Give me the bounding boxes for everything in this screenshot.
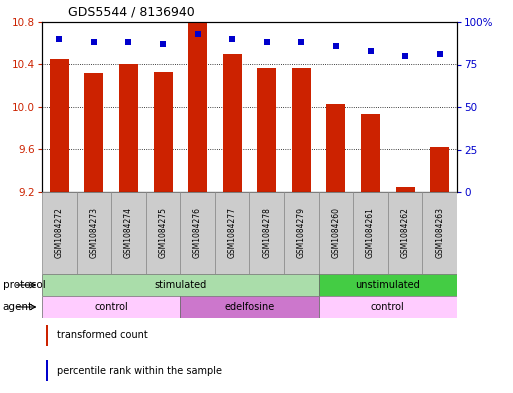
Bar bbox=[388, 192, 422, 274]
Bar bbox=[396, 187, 415, 192]
Point bbox=[332, 43, 340, 49]
Bar bbox=[326, 104, 345, 192]
Bar bbox=[422, 192, 457, 274]
Bar bbox=[111, 192, 146, 274]
Bar bbox=[319, 274, 457, 296]
Bar bbox=[42, 296, 181, 318]
Text: control: control bbox=[94, 302, 128, 312]
Text: GSM1084275: GSM1084275 bbox=[159, 208, 168, 259]
Text: GSM1084260: GSM1084260 bbox=[331, 208, 341, 259]
Text: GSM1084278: GSM1084278 bbox=[262, 208, 271, 259]
Text: percentile rank within the sample: percentile rank within the sample bbox=[57, 365, 222, 375]
Text: protocol: protocol bbox=[3, 280, 45, 290]
Bar bbox=[46, 325, 48, 346]
Text: GSM1084276: GSM1084276 bbox=[193, 208, 202, 259]
Bar bbox=[42, 192, 76, 274]
Bar bbox=[319, 296, 457, 318]
Point bbox=[90, 39, 98, 46]
Bar bbox=[119, 64, 138, 192]
Text: stimulated: stimulated bbox=[154, 280, 206, 290]
Bar bbox=[181, 296, 319, 318]
Text: agent: agent bbox=[3, 302, 33, 312]
Bar bbox=[188, 22, 207, 192]
Bar bbox=[319, 192, 353, 274]
Bar bbox=[46, 360, 48, 381]
Point bbox=[366, 48, 374, 54]
Text: GSM1084263: GSM1084263 bbox=[435, 208, 444, 259]
Bar bbox=[84, 73, 104, 192]
Bar bbox=[181, 192, 215, 274]
Text: GSM1084273: GSM1084273 bbox=[89, 208, 98, 259]
Text: unstimulated: unstimulated bbox=[356, 280, 420, 290]
Point bbox=[401, 53, 409, 59]
Text: GSM1084261: GSM1084261 bbox=[366, 208, 375, 259]
Point bbox=[193, 31, 202, 37]
Point bbox=[297, 39, 305, 46]
Bar bbox=[76, 192, 111, 274]
Bar bbox=[361, 114, 380, 192]
Text: GSM1084279: GSM1084279 bbox=[297, 208, 306, 259]
Bar bbox=[42, 274, 319, 296]
Point bbox=[159, 41, 167, 47]
Bar bbox=[215, 192, 249, 274]
Text: GSM1084272: GSM1084272 bbox=[55, 208, 64, 259]
Text: GSM1084274: GSM1084274 bbox=[124, 208, 133, 259]
Text: GSM1084277: GSM1084277 bbox=[228, 208, 236, 259]
Bar bbox=[258, 68, 277, 192]
Bar bbox=[353, 192, 388, 274]
Point bbox=[228, 36, 236, 42]
Text: edelfosine: edelfosine bbox=[224, 302, 274, 312]
Bar bbox=[292, 68, 311, 192]
Text: transformed count: transformed count bbox=[57, 331, 147, 340]
Bar bbox=[153, 72, 172, 192]
Text: GDS5544 / 8136940: GDS5544 / 8136940 bbox=[68, 5, 194, 18]
Bar bbox=[249, 192, 284, 274]
Point bbox=[124, 39, 132, 46]
Text: GSM1084262: GSM1084262 bbox=[401, 208, 409, 259]
Bar bbox=[430, 147, 449, 192]
Point bbox=[55, 36, 64, 42]
Point bbox=[263, 39, 271, 46]
Bar bbox=[223, 54, 242, 192]
Bar bbox=[146, 192, 181, 274]
Point bbox=[436, 51, 444, 57]
Bar bbox=[284, 192, 319, 274]
Text: control: control bbox=[371, 302, 405, 312]
Bar bbox=[50, 59, 69, 192]
